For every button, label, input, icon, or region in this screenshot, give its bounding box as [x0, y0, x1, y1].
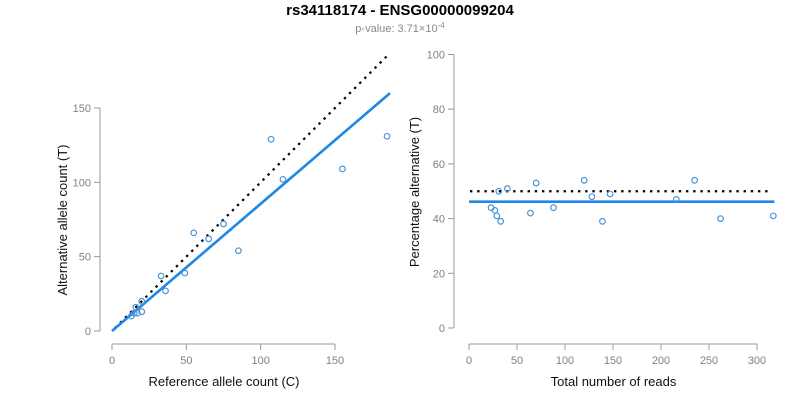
pvalue-exponent: -4	[437, 21, 445, 30]
data-point	[132, 303, 140, 311]
data-point	[599, 217, 606, 225]
data-point	[267, 135, 275, 143]
data-point	[181, 269, 189, 277]
data-point	[138, 308, 146, 316]
data-point	[588, 193, 596, 201]
data-point	[493, 212, 501, 220]
data-point	[133, 309, 141, 317]
data-point	[234, 247, 242, 255]
right-y-axis-label: Percentage alternative (T)	[407, 116, 422, 268]
x-tick-label: 0	[109, 355, 115, 367]
data-point	[130, 309, 138, 317]
data-point	[532, 179, 540, 187]
data-point	[162, 287, 169, 295]
data-point	[138, 297, 146, 305]
x-tick-label: 100	[556, 355, 574, 367]
x-tick-label: 0	[466, 355, 472, 367]
data-point	[691, 176, 698, 184]
y-tick-label: 20	[433, 268, 445, 280]
data-point	[580, 176, 588, 184]
fit-line	[111, 92, 391, 332]
y-tick-label: 0	[439, 323, 445, 335]
data-point	[527, 209, 534, 217]
data-point	[205, 235, 213, 243]
data-point	[497, 217, 505, 225]
identity-line	[114, 53, 390, 329]
y-tick-label: 100	[73, 177, 91, 189]
x-tick-label: 50	[180, 355, 192, 367]
x-tick-label: 300	[748, 355, 766, 367]
x-tick-label: 200	[652, 355, 670, 367]
data-point	[717, 215, 724, 223]
data-point	[157, 272, 165, 280]
y-tick-label: 50	[79, 252, 91, 264]
page-subtitle: p-value: 3.71×10-4	[0, 21, 800, 35]
x-tick-label: 250	[700, 355, 718, 367]
data-point	[672, 196, 680, 203]
data-point	[769, 212, 777, 220]
x-tick-label: 150	[326, 355, 344, 367]
pvalue-text: p-value: 3.71×10	[355, 23, 438, 35]
data-point	[495, 187, 503, 195]
data-point	[220, 220, 227, 228]
y-tick-label: 150	[73, 103, 91, 115]
data-point	[550, 204, 557, 212]
left-y-axis-label: Alternative allele count (T)	[55, 144, 70, 296]
y-tick-label: 100	[427, 50, 445, 62]
data-point	[504, 185, 511, 192]
page-title: rs34118174 - ENSG00000099204	[286, 2, 514, 19]
y-tick-label: 60	[433, 159, 445, 171]
right-x-axis-label: Total number of reads	[550, 374, 677, 389]
left-x-axis-label: Reference allele count (C)	[148, 374, 300, 389]
data-point	[190, 229, 198, 237]
y-tick-label: 40	[433, 214, 445, 226]
x-tick-label: 50	[511, 355, 523, 367]
x-tick-label: 100	[251, 355, 269, 367]
x-tick-label: 150	[604, 355, 622, 367]
data-point	[383, 132, 391, 140]
y-tick-label: 80	[433, 104, 445, 116]
y-tick-label: 0	[85, 326, 91, 338]
data-point	[279, 175, 287, 183]
data-point	[606, 190, 614, 198]
right-scatter-plot: 0 50 100 150 200 250 300 0 20 40 60 80 100	[427, 50, 777, 367]
data-point	[339, 165, 346, 173]
left-scatter-plot: 0 50 100 150 0 50 100 150	[73, 53, 391, 367]
